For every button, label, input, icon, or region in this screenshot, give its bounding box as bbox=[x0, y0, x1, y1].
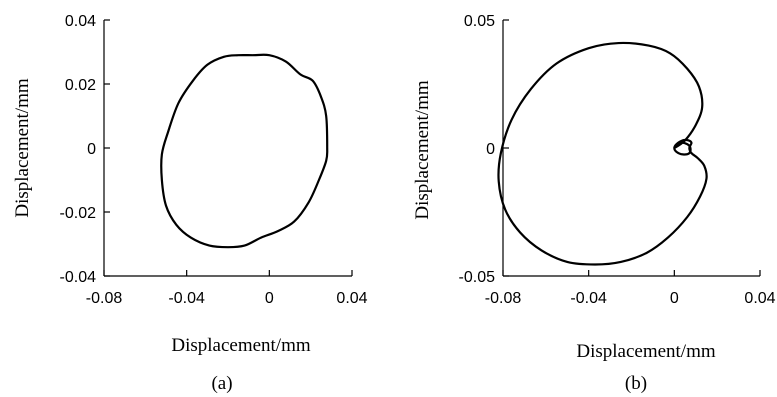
y-tick-label-a-1: -0.02 bbox=[60, 205, 97, 222]
curve-a bbox=[161, 55, 327, 247]
ylabel-a: Displacement/mm bbox=[12, 78, 33, 218]
panel-a: -0.08 -0.04 0 0.04 -0.04 -0.02 0 0.02 0.04 Displ… bbox=[12, 13, 368, 394]
x-tick-label-a-3: 0.04 bbox=[336, 290, 367, 307]
xlabel-a: Displacement/mm bbox=[171, 335, 311, 356]
y-tick-label-b-0: -0.05 bbox=[459, 269, 496, 286]
x-tick-label-a-2: 0 bbox=[265, 290, 274, 307]
x-tick-label-b-2: 0 bbox=[670, 290, 679, 307]
y-tick-label-a-2: 0 bbox=[87, 141, 96, 158]
y-tick-label-a-3: 0.02 bbox=[65, 77, 96, 94]
y-tick-label-b-1: 0 bbox=[486, 141, 495, 158]
y-tick-label-a-4: 0.04 bbox=[65, 13, 96, 30]
x-tick-label-b-1: -0.04 bbox=[570, 290, 607, 307]
caption-b: (b) bbox=[625, 373, 647, 394]
xlabel-b: Displacement/mm bbox=[576, 341, 716, 362]
x-tick-label-a-1: -0.04 bbox=[168, 290, 205, 307]
caption-a: (a) bbox=[211, 373, 232, 394]
x-tick-label-a-0: -0.08 bbox=[86, 290, 123, 307]
ylabel-b: Displacement/mm bbox=[412, 80, 433, 220]
y-tick-label-a-0: -0.04 bbox=[60, 269, 97, 286]
y-tick-label-b-2: 0.05 bbox=[464, 13, 495, 30]
x-tick-label-b-0: -0.08 bbox=[485, 290, 522, 307]
ticks-a: -0.08 -0.04 0 0.04 -0.04 -0.02 0 0.02 0.04 bbox=[60, 13, 368, 307]
x-tick-label-b-3: 0.04 bbox=[744, 290, 775, 307]
panel-b: -0.08 -0.04 0 0.04 -0.05 0 0.05 Displacement/m… bbox=[412, 13, 776, 394]
curve-b bbox=[498, 43, 706, 265]
